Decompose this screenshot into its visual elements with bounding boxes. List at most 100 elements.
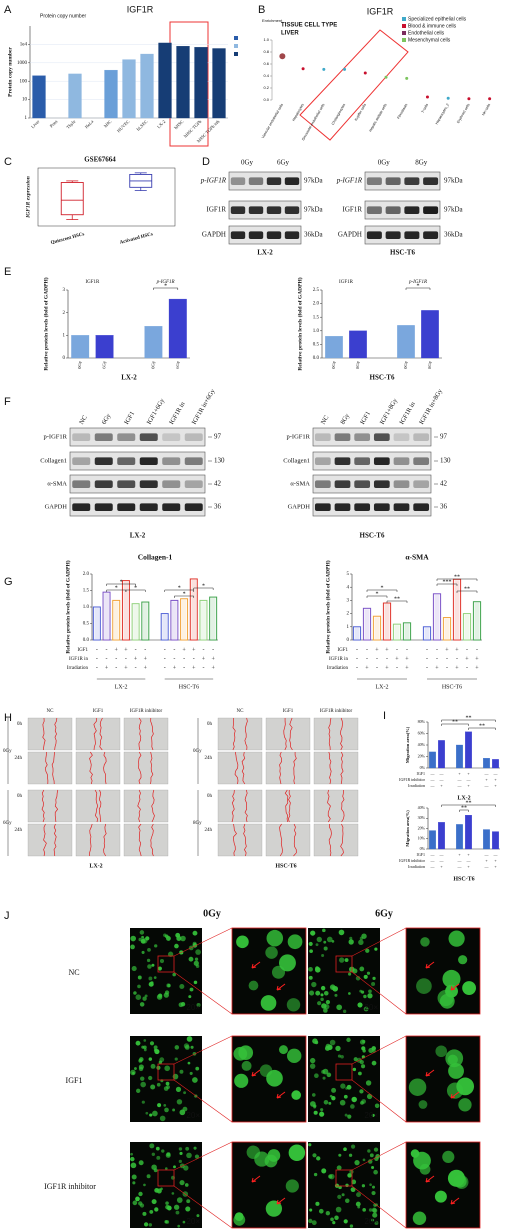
condition-label: Irradiation <box>408 864 425 869</box>
cell <box>150 1084 156 1090</box>
cell <box>315 1201 320 1206</box>
cell <box>154 1207 159 1212</box>
condition-sign: - <box>356 647 358 653</box>
zoom-line <box>173 927 233 957</box>
condition-sign: + <box>192 665 196 671</box>
blot-size-label: 36 <box>440 503 448 511</box>
cell <box>308 966 313 972</box>
cell <box>151 1199 157 1205</box>
condition-sign: + <box>494 783 497 788</box>
x-tick-label: Erythroid cells <box>456 103 471 124</box>
x-tick-label: Pons <box>49 119 59 129</box>
cell <box>185 1146 190 1151</box>
blot-band <box>139 503 158 511</box>
bar <box>483 829 490 850</box>
cell <box>361 1046 366 1051</box>
blot-row-label: Collagen1 <box>283 457 310 464</box>
time-label: 0h <box>207 722 213 727</box>
condition-sign: - <box>426 665 428 671</box>
scratch-image <box>27 751 73 785</box>
zoom-line <box>173 1035 233 1065</box>
cell <box>363 1006 369 1012</box>
cell <box>165 1081 170 1086</box>
blot-band <box>162 480 181 488</box>
cell <box>163 992 169 998</box>
condition-sign: — <box>430 858 436 863</box>
condition-sign: + <box>458 852 461 857</box>
cell-line-label: LX-2 <box>257 249 273 257</box>
cell <box>339 1099 346 1106</box>
cell <box>167 983 171 988</box>
cell <box>139 1002 145 1007</box>
significance-label: * <box>381 585 384 591</box>
bar <box>432 593 442 641</box>
scratch-edge <box>241 751 246 785</box>
cell <box>413 1151 431 1170</box>
bar <box>372 615 382 641</box>
zoom-box <box>335 1169 353 1187</box>
y-tick-label: 10% <box>418 836 426 841</box>
significance-bracket <box>153 287 179 290</box>
significance-bracket <box>164 589 195 592</box>
cell <box>143 1048 147 1052</box>
cell <box>347 1114 352 1119</box>
cell <box>236 935 249 949</box>
condition-sign: - <box>193 656 195 662</box>
x-tick-label: Cholangiocytes <box>331 103 347 126</box>
condition-sign: — <box>484 771 490 776</box>
cell <box>141 935 145 939</box>
cell <box>371 1165 375 1169</box>
cell <box>140 1076 145 1081</box>
scratch-edge <box>293 823 297 857</box>
zoom-box <box>157 955 175 973</box>
bar <box>397 325 415 359</box>
scratch-edge <box>328 751 332 785</box>
cell <box>416 978 432 994</box>
y-tick-label: 2.5 <box>313 288 320 293</box>
cell-line-label: LX-2 <box>457 795 470 801</box>
x-tick-label: Activated HSCs <box>119 232 153 246</box>
blot-band <box>184 503 203 511</box>
scratch-edge <box>283 718 287 751</box>
cell <box>165 1220 170 1224</box>
cell <box>355 976 361 981</box>
cell <box>149 1210 154 1214</box>
cell <box>359 1060 364 1065</box>
time-label: 24h <box>15 828 23 833</box>
cell <box>371 1218 374 1222</box>
cell <box>348 939 354 945</box>
x-tick-label: Quiescent HSCs <box>50 232 85 246</box>
cell <box>314 1073 319 1079</box>
y-tick-label: 0.8 <box>263 49 269 54</box>
condition-sign: + <box>467 783 470 788</box>
condition-sign: - <box>173 647 175 653</box>
scratch-image <box>265 751 311 785</box>
cell <box>371 1190 376 1196</box>
blot-band <box>184 457 203 465</box>
cell <box>334 993 338 997</box>
blot-size-label: 97kDa <box>304 206 324 214</box>
blot-frame <box>364 171 441 191</box>
cell-line-label: LX-2 <box>130 532 146 540</box>
bar <box>402 622 412 641</box>
x-tick-label: Hepatocytes_2 <box>435 103 450 125</box>
cell <box>145 1111 149 1115</box>
legend-swatch <box>402 17 406 21</box>
legend-swatch <box>402 24 406 28</box>
arrow <box>251 1175 261 1183</box>
zoom-box <box>157 1063 175 1081</box>
condition-sign: — <box>439 858 445 863</box>
significance-bracket <box>193 587 214 590</box>
cell-line-label: HSC-T6 <box>275 863 296 869</box>
blot-band <box>334 457 351 465</box>
cell <box>448 930 465 947</box>
bar <box>95 335 114 359</box>
blot-size-label: 97 <box>214 433 222 441</box>
significance-bracket <box>405 287 431 290</box>
condition-sign: - <box>356 665 358 671</box>
cell <box>171 1192 175 1195</box>
cell <box>309 1208 313 1212</box>
x-tick-label: 0Gy <box>331 360 336 368</box>
lane-label: IGF1+8Gy <box>379 397 400 426</box>
cell <box>345 1198 350 1204</box>
